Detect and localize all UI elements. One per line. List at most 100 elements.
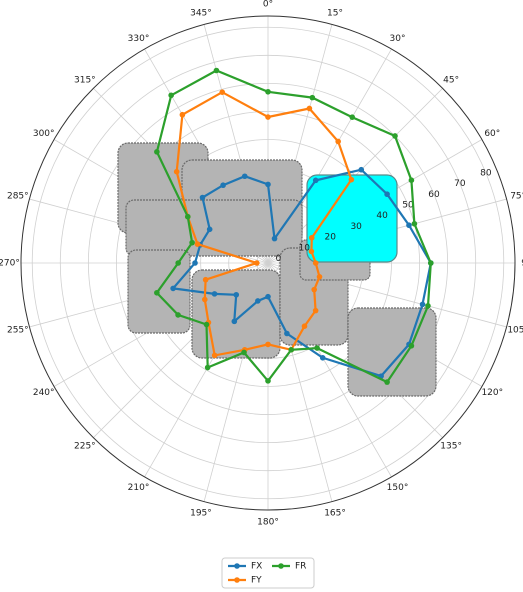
series-point	[199, 194, 206, 201]
series-point	[175, 260, 181, 266]
theta-tick-label: 120°	[481, 388, 503, 398]
theta-tick-label: 330°	[128, 34, 150, 44]
series-point	[211, 291, 218, 297]
legend-marker	[278, 563, 284, 569]
series-point	[311, 286, 317, 293]
image-block-highlight	[306, 174, 398, 263]
legend-label: FX	[251, 562, 262, 572]
theta-tick-label: 225°	[74, 442, 96, 452]
overlay: 0° 15° 30° 45° 60° 75° 90 105° 120° 135° 150° 165° 1…	[0, 0, 523, 528]
series-point	[349, 114, 356, 120]
series-point	[213, 67, 220, 74]
series-point	[220, 182, 226, 189]
series-point	[309, 94, 316, 101]
series-point	[319, 355, 326, 361]
series-point	[408, 177, 415, 183]
series-point	[253, 260, 260, 266]
series-point	[384, 379, 390, 385]
series-point	[241, 349, 247, 356]
series-point	[265, 114, 271, 120]
legend-label: FR	[295, 562, 306, 572]
r-tick-label: 70	[454, 179, 466, 189]
series-point	[233, 291, 240, 298]
r-tick-label: 0	[276, 254, 282, 264]
r-tick-label: 30	[350, 222, 362, 232]
series-point	[192, 260, 198, 266]
series-point	[406, 222, 412, 229]
series-point	[411, 220, 418, 227]
theta-tick-label: 195°	[190, 509, 212, 519]
series-point	[265, 378, 271, 384]
series-point	[189, 239, 195, 246]
series-point	[211, 352, 218, 359]
series-point	[316, 274, 323, 280]
series-point	[312, 177, 319, 184]
series-point	[154, 289, 160, 296]
theta-tick-label: 60°	[484, 129, 500, 139]
legend-marker	[234, 563, 240, 569]
series-point	[408, 343, 415, 349]
series-point	[288, 346, 295, 353]
series-point	[308, 234, 315, 241]
series-point	[255, 298, 261, 304]
series-point	[175, 312, 181, 318]
theta-tick-label: 150°	[387, 483, 409, 493]
series-point	[173, 168, 180, 175]
series-point	[184, 213, 191, 220]
series-point	[202, 276, 209, 283]
series-point	[312, 260, 319, 266]
r-tick-label: 60	[428, 190, 440, 200]
series-point	[201, 296, 208, 303]
theta-tick-label: 90	[521, 259, 523, 269]
series-point	[219, 89, 226, 95]
legend-marker	[234, 577, 240, 583]
series-point	[348, 176, 355, 183]
series-point	[204, 364, 211, 371]
theta-tick-label: 270°	[0, 259, 20, 269]
theta-tick-label: 135°	[440, 442, 462, 452]
theta-tick-label: 210°	[128, 483, 150, 493]
series-point	[419, 301, 426, 308]
r-tick-label: 20	[325, 233, 337, 243]
theta-tick-label: 315°	[74, 75, 96, 85]
theta-tick-label: 300°	[33, 129, 55, 139]
r-tick-label: 80	[480, 168, 492, 178]
series-point	[206, 226, 213, 233]
series-point	[284, 330, 290, 337]
theta-tick-label: 240°	[33, 388, 55, 398]
theta-tick-label: 0°	[263, 0, 273, 10]
series-point	[427, 260, 434, 266]
series-point	[170, 285, 176, 292]
series-point	[241, 173, 248, 180]
theta-tick-label: 45°	[443, 75, 459, 85]
theta-tick-label: 345°	[190, 8, 212, 18]
series-point	[308, 248, 315, 255]
series-point	[314, 345, 320, 351]
series-point	[384, 191, 390, 198]
legend-label: FY	[251, 576, 262, 586]
series-point	[335, 138, 341, 145]
outer-frame	[20, 15, 516, 511]
r-tick-label: 10	[299, 243, 311, 253]
series-point	[301, 323, 308, 330]
series-point	[312, 307, 319, 314]
theta-tick-label: 30°	[390, 34, 406, 44]
theta-tick-label: 15°	[327, 8, 343, 18]
series-point	[154, 149, 160, 155]
series-point	[203, 321, 210, 328]
series-point	[265, 181, 271, 188]
series-point	[265, 293, 271, 300]
theta-tick-label: 105°	[507, 326, 523, 336]
series-point	[358, 166, 365, 173]
series-point	[194, 241, 201, 247]
image-block	[125, 199, 303, 257]
theta-tick-label: 285°	[7, 191, 29, 201]
theta-tick-label: 75°	[510, 191, 523, 201]
r-tick-label: 40	[376, 211, 388, 221]
series-point	[231, 318, 238, 325]
r-tick-label: 50	[402, 200, 414, 210]
theta-tick-label: 165°	[324, 509, 346, 519]
series-point	[392, 133, 398, 139]
series-point	[271, 235, 278, 242]
